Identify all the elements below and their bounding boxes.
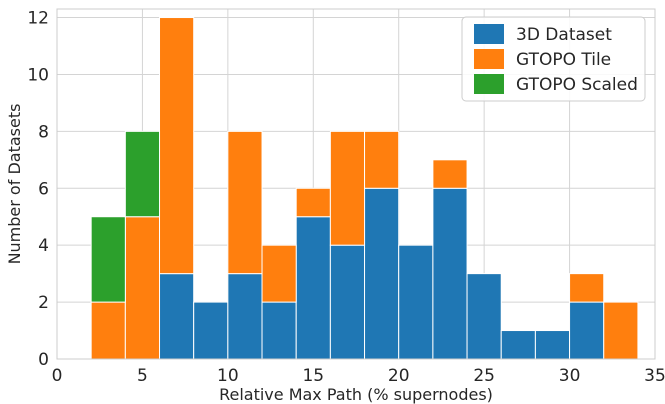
x-tick-label: 15 [302,366,324,386]
bar-3d-dataset [466,273,502,360]
plot-frame [56,8,656,360]
x-tick-label: 0 [52,366,63,386]
bar-gtopo-tile [432,159,468,189]
bar-gtopo-tile [261,244,297,303]
bar-series [90,17,639,360]
bar-3d-dataset [432,187,468,360]
bar-gtopo-tile [159,17,195,275]
x-tick-label: 30 [559,366,581,386]
y-tick-label: 0 [38,350,49,370]
bar-3d-dataset [398,244,434,360]
y-tick-label: 2 [38,293,49,313]
y-tick-label: 10 [27,65,49,85]
bar-3d-dataset [193,301,229,360]
x-axis-ticks: 0 5 10 15 20 25 30 35 [52,366,665,386]
bar-3d-dataset [500,330,536,360]
bar-gtopo-tile [569,273,605,303]
y-tick-label: 4 [38,236,49,256]
bar-3d-dataset [227,273,263,360]
bar-3d-dataset [569,301,605,360]
legend-swatch-3d-dataset [474,24,504,44]
bar-3d-dataset [329,244,366,360]
bar-3d-dataset [364,187,400,360]
y-tick-label: 6 [38,179,49,199]
y-axis-label: Number of Datasets [5,104,24,265]
x-tick-label: 25 [473,366,495,386]
x-tick-label: 5 [137,366,148,386]
bar-gtopo-tile [329,130,366,246]
y-tick-label: 8 [38,122,49,142]
bar-gtopo-tile [603,301,639,360]
legend-swatch-gtopo-tile [474,49,504,69]
bar-gtopo-scaled [90,216,126,303]
legend-swatch-gtopo-scaled [474,74,504,94]
bar-gtopo-tile [124,216,161,360]
x-tick-label: 35 [644,366,665,386]
bar-3d-dataset [295,216,331,360]
y-axis-ticks: 0 2 4 6 8 10 12 [27,9,49,370]
bar-gtopo-tile [295,187,331,218]
legend: 3D Dataset GTOPO Tile GTOPO Scaled [461,16,646,102]
x-tick-label: 20 [388,366,410,386]
bar-gtopo-tile [364,130,400,189]
bar-gtopo-tile [90,301,126,360]
legend-label-gtopo-tile: GTOPO Tile [516,50,611,70]
bar-3d-dataset [159,273,195,360]
y-tick-label: 12 [27,9,49,29]
x-tick-label: 10 [217,366,239,386]
bar-3d-dataset [534,330,571,360]
bar-gtopo-scaled [124,130,161,218]
legend-label-gtopo-scaled: GTOPO Scaled [516,75,638,95]
legend-label-3d-dataset: 3D Dataset [516,25,612,45]
x-axis-label: Relative Max Path (% supernodes) [219,385,493,404]
bar-gtopo-tile [227,130,263,275]
legend-box [461,16,646,102]
bar-3d-dataset [261,301,297,360]
